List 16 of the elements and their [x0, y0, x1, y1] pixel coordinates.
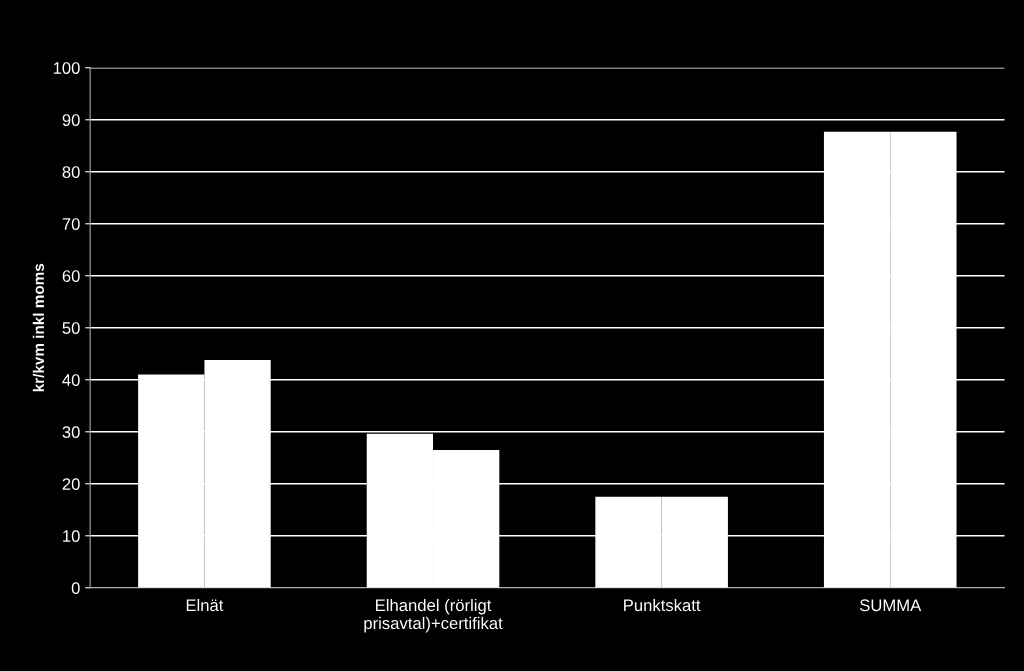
y-tick-label: 60 — [62, 270, 80, 282]
y-tick-label: 20 — [62, 478, 80, 490]
y-tick-label: 40 — [62, 374, 80, 386]
y-tick-label: 10 — [63, 530, 80, 542]
y-tick-label: 30 — [62, 426, 80, 438]
y-tick-label: 0 — [71, 582, 80, 594]
y-tick-label: 70 — [62, 218, 80, 230]
y-tick-label: 50 — [62, 322, 80, 334]
y-tick-label: 100 — [53, 62, 80, 74]
y-tick-label: 80 — [62, 166, 80, 178]
y-tick-label: 90 — [62, 114, 80, 126]
x-tick-label: Elnät — [186, 598, 224, 612]
x-tick-label: Punktskatt — [624, 598, 701, 612]
x-tick-label: SUMMA — [859, 599, 922, 612]
x-tick-label: Elhandel (rörligt prisavtal)+certifikat — [364, 598, 503, 633]
y-axis-title: kr/kvm inkl moms — [32, 263, 45, 392]
